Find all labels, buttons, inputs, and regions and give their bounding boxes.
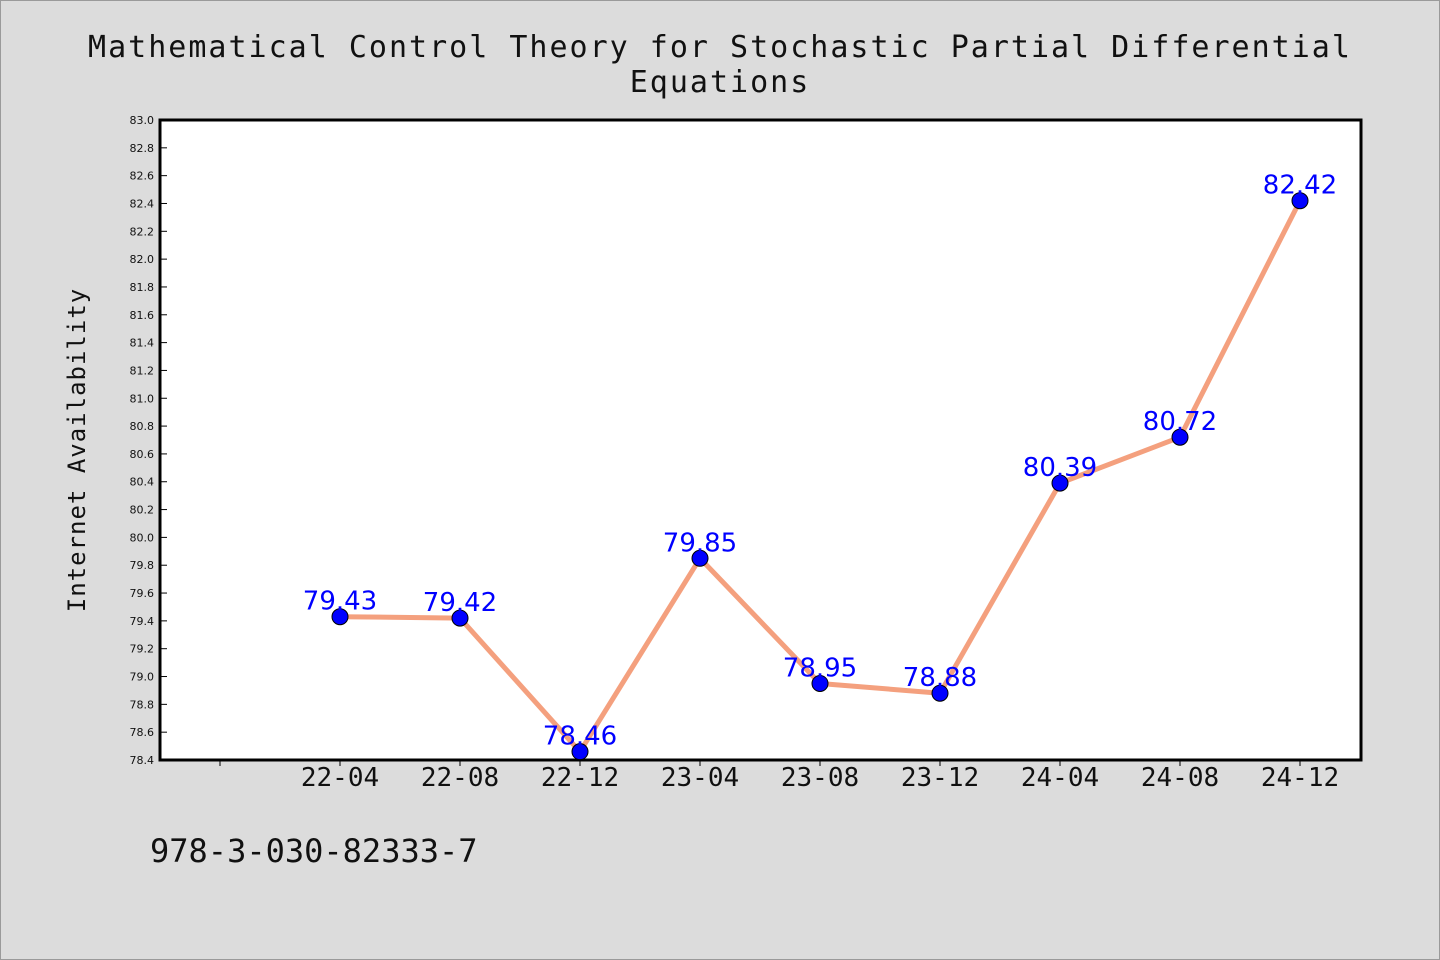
y-tick-label: 80.2 [130, 504, 155, 517]
data-point [451, 609, 469, 627]
plot-area [158, 118, 1363, 762]
footer-isbn: 978-3-030-82333-7 [150, 832, 478, 870]
y-tick-label: 80.4 [130, 476, 155, 489]
y-axis: 78.4 78.6 78.8 79.0 79.2 79.4 79.6 79.8 80.0 80.2… [130, 114, 167, 767]
y-tick-label: 79.4 [130, 615, 155, 628]
y-tick-label: 81.4 [130, 337, 155, 350]
marker-group [331, 192, 1309, 761]
data-point [1291, 192, 1309, 210]
y-tick-label: 79.8 [130, 559, 155, 572]
data-label: 82.42 [1263, 171, 1337, 201]
data-point [571, 743, 589, 761]
y-tick-label: 80.8 [130, 420, 155, 433]
chart-title: Mathematical Control Theory for Stochast… [88, 30, 1352, 100]
y-tick-label: 79.6 [130, 587, 155, 600]
data-point [691, 549, 709, 567]
x-tick-label: 24-08 [1141, 763, 1219, 793]
y-tick-label: 81.0 [130, 392, 155, 405]
x-tick-label: 23-04 [661, 763, 739, 793]
y-tick-label: 82.6 [130, 170, 155, 183]
y-tick-label: 82.2 [130, 225, 155, 238]
x-tick-label: 24-04 [1021, 763, 1099, 793]
data-point [331, 608, 349, 626]
y-tick-label: 79.2 [130, 643, 155, 656]
y-tick-label: 78.8 [130, 698, 155, 711]
x-tick-label: 22-08 [421, 763, 499, 793]
data-label: 80.72 [1143, 407, 1217, 437]
data-point [1171, 428, 1189, 446]
y-axis-title: Internet Availability [63, 288, 91, 612]
y-tick-label: 81.8 [130, 281, 155, 294]
x-axis: 22-04 22-08 22-12 23-04 23-08 23-12 24-04 24-08… [219, 760, 1339, 793]
data-label: 78.95 [783, 653, 857, 683]
y-tick-label: 82.0 [130, 253, 155, 266]
data-label: 78.46 [543, 722, 617, 752]
y-tick-label: 79.0 [130, 671, 155, 684]
data-point [931, 684, 949, 702]
y-tick-label: 83.0 [130, 114, 155, 127]
x-tick-label: 23-08 [781, 763, 859, 793]
y-tick-label: 81.6 [130, 309, 155, 322]
y-tick-label: 82.8 [130, 142, 155, 155]
y-tick-label: 78.4 [130, 754, 155, 767]
x-tick-label: 23-12 [901, 763, 979, 793]
data-point [1051, 474, 1069, 492]
y-tick-label: 81.2 [130, 364, 155, 377]
y-tick-label: 82.4 [130, 197, 155, 210]
data-label: 78.88 [903, 663, 977, 693]
x-tick-label: 22-04 [301, 763, 379, 793]
data-label: 79.42 [423, 588, 497, 618]
data-label: 80.39 [1023, 453, 1097, 483]
y-tick-label: 78.6 [130, 726, 155, 739]
y-tick-label: 80.0 [130, 531, 155, 544]
data-label: 79.43 [303, 587, 377, 617]
data-label: 79.85 [663, 528, 737, 558]
y-tick-label: 80.6 [130, 448, 155, 461]
x-tick-label: 22-12 [541, 763, 619, 793]
x-tick-label: 24-12 [1261, 763, 1339, 793]
data-point [811, 674, 829, 692]
data-label-group: 79.43 79.42 78.46 79.85 78.95 78.88 80.39 80.72… [303, 171, 1337, 752]
